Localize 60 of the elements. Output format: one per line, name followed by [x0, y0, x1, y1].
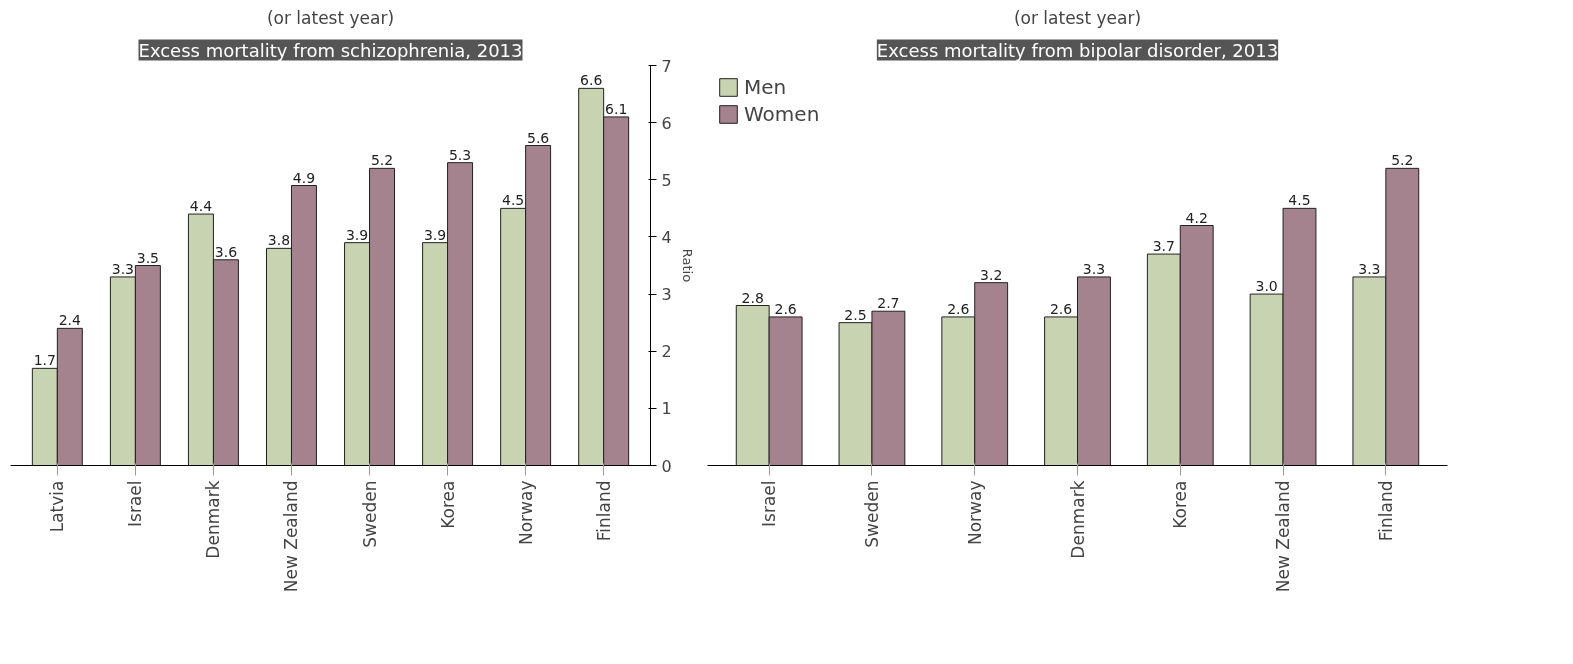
x-tick-label: Finland	[1375, 480, 1396, 542]
data-label: 3.6	[214, 243, 238, 260]
data-label: 4.5	[1288, 192, 1311, 209]
data-label: 5.2	[370, 152, 394, 169]
data-label: 6.1	[605, 100, 628, 117]
data-label: 2.5	[844, 306, 867, 323]
y-tick-label: 5	[661, 170, 672, 190]
y-tick-label: 7	[661, 56, 672, 76]
data-label: 5.3	[448, 146, 472, 163]
data-label: 4.9	[292, 169, 316, 186]
data-label: 2.4	[58, 312, 82, 329]
data-label: 5.6	[526, 129, 550, 146]
legend-label: Men	[744, 75, 787, 99]
y-tick-label: 4	[661, 227, 672, 247]
data-label: 2.6	[947, 300, 970, 317]
x-tick-label: Latvia	[47, 480, 68, 533]
data-label: 4.5	[502, 192, 525, 209]
y-tick-label: 0	[661, 456, 672, 476]
y-tick-label: 1	[661, 399, 672, 419]
chart-title: Excess mortality from bipolar disorder, 2013	[876, 39, 1279, 61]
data-label: 4.2	[1185, 209, 1208, 226]
data-label: 3.7	[1152, 238, 1175, 255]
data-label: 4.4	[189, 198, 213, 215]
x-tick-label: Finland	[593, 480, 614, 542]
x-tick-label: New Zealand	[281, 480, 302, 593]
x-tick-label: Denmark	[203, 480, 224, 559]
data-label: 3.3	[111, 260, 135, 277]
legend-label: Women	[744, 102, 820, 126]
x-tick-label: Sweden	[359, 480, 380, 548]
chart-subtitle: (or latest year)	[266, 7, 395, 28]
x-tick-label: Denmark	[1067, 480, 1088, 559]
x-tick-label: Israel	[759, 480, 780, 527]
data-label: 3.3	[1082, 260, 1106, 277]
data-label: 3.9	[345, 226, 369, 243]
data-label: 3.9	[423, 226, 447, 243]
x-tick-label: Norway	[515, 480, 536, 545]
data-label: 3.0	[1255, 278, 1278, 295]
data-label: 5.2	[1391, 152, 1414, 169]
y-tick-label: 3	[661, 285, 672, 305]
x-tick-label: Sweden	[861, 480, 882, 548]
data-label: 3.5	[136, 249, 159, 266]
data-label: 1.7	[33, 352, 56, 369]
data-label: 3.2	[980, 266, 1003, 283]
x-tick-label: Norway	[964, 480, 985, 545]
y-tick-label: 6	[661, 113, 672, 133]
x-tick-label: Israel	[125, 480, 146, 527]
y-axis-title: Ratio	[679, 248, 695, 283]
y-tick-label: 2	[661, 342, 672, 362]
data-label: 2.7	[877, 295, 900, 312]
data-label: 6.6	[580, 72, 603, 89]
data-label: 3.8	[267, 232, 291, 249]
x-tick-label: Korea	[437, 480, 458, 529]
data-label: 3.3	[1358, 260, 1381, 277]
chart-subtitle: (or latest year)	[1013, 7, 1142, 28]
data-label: 2.6	[774, 300, 797, 317]
x-tick-label: Korea	[1170, 480, 1191, 529]
chart-title: Excess mortality from schizophrenia, 2013	[138, 39, 523, 61]
x-tick-label: New Zealand	[1273, 480, 1294, 593]
data-label: 2.6	[1049, 300, 1073, 317]
data-label: 2.8	[741, 289, 764, 306]
